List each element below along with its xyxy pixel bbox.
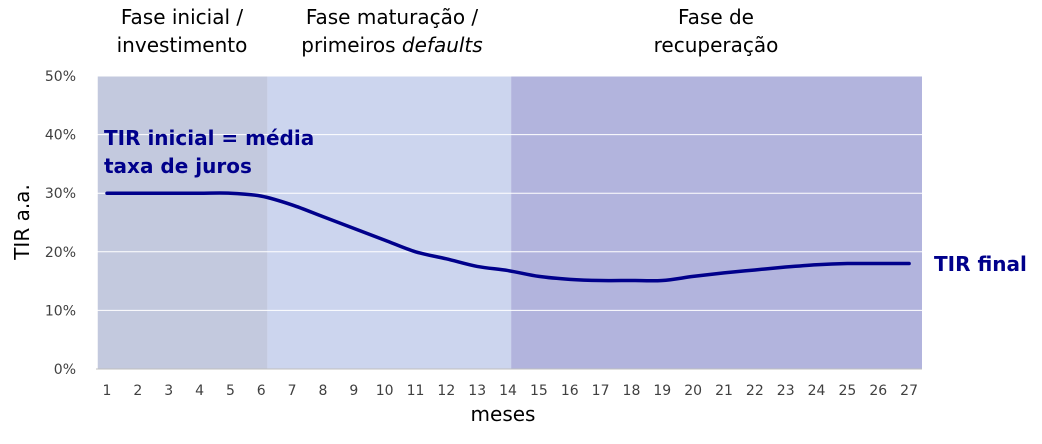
phase-label-2: Fase maturação / primeiros defaults [301,5,482,57]
x-tick-label: 8 [318,383,327,399]
x-tick-label: 7 [288,383,297,399]
x-tick-label: 25 [838,383,856,399]
x-tick-label: 27 [900,383,918,399]
x-tick-label: 18 [623,383,641,399]
phase-band-3 [511,76,922,369]
x-tick-label: 16 [561,383,579,399]
x-tick-labels: 1 2 3 4 5 6 7 8 9 10 11 12 13 14 15 16 17 18 19 20 21 22 23 24 2… [103,383,918,399]
phase-band-1 [97,76,268,369]
y-tick-label: 40% [45,128,76,144]
annotation-tir-inicial: TIR inicial = média taxa de juros [104,126,314,178]
phase-label-1: Fase inicial / investimento [117,5,248,57]
y-tick-label: 30% [45,186,76,202]
y-tick-label: 0% [54,362,76,378]
series-group [105,191,911,283]
x-tick-label: 5 [226,383,235,399]
phase-bands [97,76,922,369]
y-axis-label: TIR a.a. [10,184,34,261]
x-tick-label: 10 [376,383,394,399]
y-tick-label: 50% [45,69,76,85]
annotations: TIR inicial = média taxa de juros TIR fina… [104,126,1027,276]
x-tick-label: 3 [164,383,173,399]
x-tick-label: 1 [103,383,112,399]
x-tick-label: 26 [869,383,887,399]
x-tick-label: 21 [715,383,733,399]
x-axis-label: meses [471,402,536,426]
x-tick-label: 2 [133,383,142,399]
x-tick-label: 20 [684,383,702,399]
x-tick-label: 13 [468,383,486,399]
x-tick-label: 24 [808,383,826,399]
y-tick-label: 10% [45,303,76,319]
x-tick-label: 6 [257,383,266,399]
x-tick-label: 14 [499,383,517,399]
series-line-1 [105,191,911,283]
x-tick-label: 9 [349,383,358,399]
y-tick-labels: 0% 10% 20% 30% 40% 50% [45,69,76,378]
phase-labels: Fase inicial / investimento Fase maturação… [117,5,779,57]
y-tick-label: 20% [45,245,76,261]
x-tick-label: 22 [746,383,764,399]
x-tick-label: 12 [437,383,455,399]
x-tick-label: 15 [530,383,548,399]
x-tick-label: 17 [592,383,610,399]
annotation-tir-final: TIR final [934,252,1027,276]
x-tick-label: 11 [407,383,425,399]
phase-label-3: Fase de recuperação [654,5,779,57]
phase-band-2 [267,76,512,369]
x-tick-label: 19 [653,383,671,399]
x-tick-label: 23 [777,383,795,399]
x-tick-label: 4 [195,383,204,399]
